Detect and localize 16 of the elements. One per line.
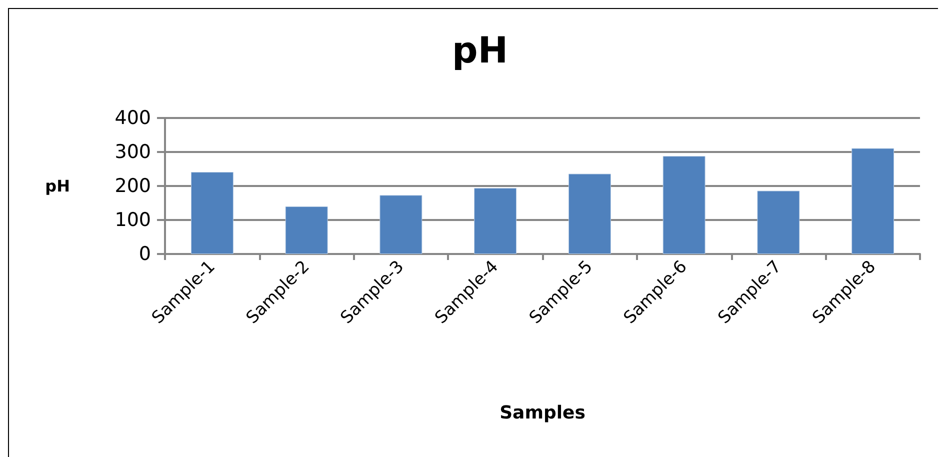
y-tick-label: 300 xyxy=(114,141,151,163)
bar xyxy=(285,206,328,254)
bar xyxy=(757,190,800,254)
bar xyxy=(852,148,894,254)
bar xyxy=(662,156,706,254)
bar xyxy=(190,172,234,254)
x-axis-title: Samples xyxy=(500,402,586,424)
y-axis-title: pH xyxy=(45,176,70,196)
bar xyxy=(474,188,517,254)
chart-title: pH xyxy=(452,30,508,72)
y-tick-label: 100 xyxy=(114,209,151,231)
bar xyxy=(568,174,611,254)
y-tick-label: 200 xyxy=(114,175,151,197)
y-tick-label: 0 xyxy=(138,243,151,265)
y-tick-label: 400 xyxy=(114,107,151,129)
bar xyxy=(380,195,422,254)
